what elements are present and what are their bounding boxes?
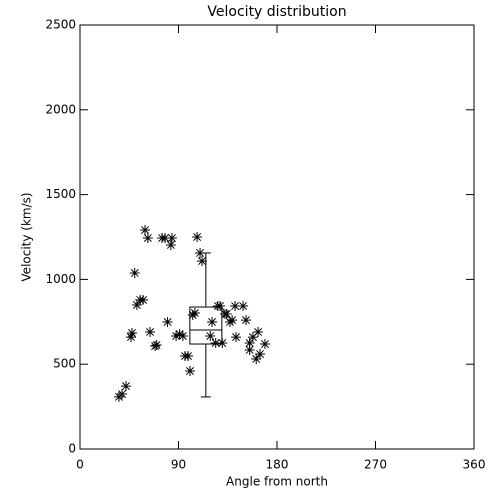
y-tick-label: 1500 bbox=[45, 187, 76, 201]
data-point bbox=[117, 389, 128, 400]
data-point bbox=[151, 340, 162, 351]
data-point bbox=[142, 233, 153, 244]
data-point bbox=[189, 307, 200, 318]
x-tick-label: 360 bbox=[463, 458, 486, 472]
data-point bbox=[238, 301, 249, 312]
data-point bbox=[145, 326, 156, 337]
data-point bbox=[126, 327, 137, 338]
y-tick-label: 500 bbox=[53, 357, 76, 371]
data-point bbox=[205, 331, 216, 342]
data-point bbox=[126, 332, 137, 343]
data-point bbox=[165, 239, 176, 250]
data-point bbox=[244, 338, 255, 348]
data-point bbox=[259, 339, 270, 350]
data-point bbox=[255, 349, 266, 360]
data-point bbox=[140, 225, 151, 236]
data-point bbox=[177, 331, 188, 342]
x-tick-label: 0 bbox=[76, 458, 84, 472]
data-point bbox=[160, 233, 171, 244]
data-point bbox=[231, 332, 242, 343]
x-tick-label: 90 bbox=[171, 458, 186, 472]
data-point bbox=[171, 331, 182, 342]
data-point bbox=[230, 301, 241, 312]
x-axis-label: Angle from north bbox=[226, 475, 328, 489]
data-point bbox=[192, 232, 203, 242]
data-point bbox=[131, 300, 142, 311]
data-point bbox=[138, 294, 149, 305]
data-point bbox=[195, 247, 206, 258]
data-point bbox=[227, 315, 238, 326]
x-tick-label: 270 bbox=[364, 458, 387, 472]
data-point bbox=[184, 365, 195, 376]
data-point bbox=[251, 353, 262, 364]
data-point bbox=[253, 326, 264, 337]
data-point bbox=[247, 332, 258, 343]
data-point bbox=[210, 338, 221, 348]
y-tick-label: 1000 bbox=[45, 272, 76, 286]
box-body bbox=[189, 306, 223, 345]
y-axis-label: Velocity (km/s) bbox=[20, 192, 34, 281]
data-point bbox=[174, 329, 185, 340]
data-point bbox=[207, 316, 218, 327]
data-point bbox=[129, 267, 140, 278]
data-point bbox=[215, 301, 226, 312]
data-point bbox=[244, 344, 255, 355]
x-tick-label: 180 bbox=[266, 458, 289, 472]
y-tick-label: 2000 bbox=[45, 102, 76, 116]
y-tick-label: 2500 bbox=[45, 18, 76, 32]
data-point bbox=[162, 316, 173, 327]
data-point bbox=[120, 381, 131, 392]
chart-title: Velocity distribution bbox=[207, 4, 346, 20]
y-tick-label: 0 bbox=[68, 442, 76, 456]
data-point bbox=[183, 351, 194, 362]
data-point bbox=[166, 233, 177, 244]
data-point bbox=[197, 256, 208, 267]
data-point bbox=[241, 315, 252, 326]
data-point bbox=[221, 308, 232, 319]
